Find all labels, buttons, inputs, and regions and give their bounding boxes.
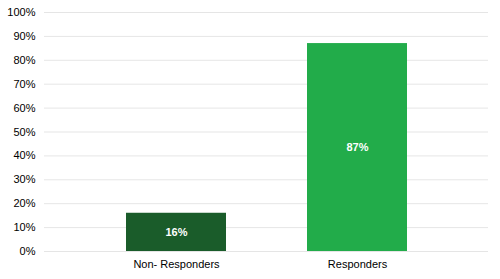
svg-text:70%: 70% <box>13 78 35 90</box>
svg-text:0%: 0% <box>20 245 36 257</box>
svg-text:20%: 20% <box>13 197 35 209</box>
svg-text:10%: 10% <box>13 221 35 233</box>
svg-text:87%: 87% <box>346 141 368 153</box>
svg-text:Responders: Responders <box>328 258 388 270</box>
svg-text:100%: 100% <box>7 6 35 18</box>
svg-text:30%: 30% <box>13 173 35 185</box>
svg-text:40%: 40% <box>13 149 35 161</box>
svg-text:50%: 50% <box>13 126 35 138</box>
svg-text:16%: 16% <box>165 226 187 238</box>
svg-text:90%: 90% <box>13 30 35 42</box>
svg-text:Non- Responders: Non- Responders <box>133 258 220 270</box>
svg-text:60%: 60% <box>13 102 35 114</box>
svg-text:80%: 80% <box>13 54 35 66</box>
